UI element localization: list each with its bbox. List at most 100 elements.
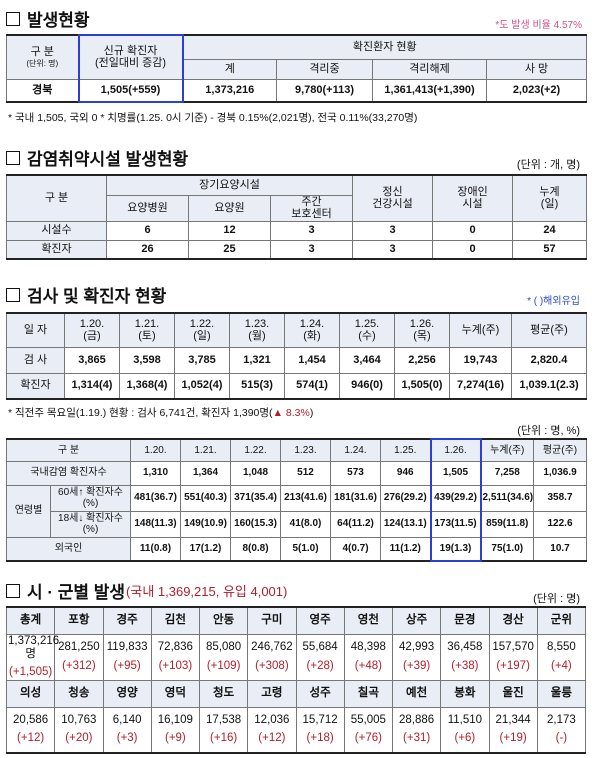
header-cell: 격리해제 xyxy=(372,58,487,80)
data-cell: 8(0.8) xyxy=(230,536,281,562)
region-change: (+39) xyxy=(403,659,431,672)
data-cell: 5(1.0) xyxy=(280,536,331,562)
header-cell: 1.24. xyxy=(330,438,381,462)
region-count: 48,398 xyxy=(350,641,386,654)
data-cell: 574(1) xyxy=(284,372,340,400)
header-cell: 누계(주) xyxy=(480,438,534,462)
region-count: 2,173 xyxy=(546,714,576,727)
data-cell: 9,780(+113) xyxy=(276,78,373,103)
region-name: 경산 xyxy=(488,606,538,635)
region-cell: 85,080 (+109) xyxy=(198,633,249,681)
region-cell: 72,836 (+103) xyxy=(150,633,201,681)
region-name: 포항 xyxy=(54,606,104,635)
region-name: 성주 xyxy=(295,679,345,708)
header-cell: 1.21. (토) xyxy=(119,312,175,348)
region-cell: 2,173 (-) xyxy=(536,706,587,754)
heading-box xyxy=(6,287,20,302)
region-name: 군위 xyxy=(536,606,587,635)
data-cell: 1,052(4) xyxy=(174,372,230,400)
data-cell: 0 xyxy=(432,220,514,241)
region-name: 청도 xyxy=(198,679,249,708)
region-cell: 55,684 (+28) xyxy=(295,633,345,681)
row-label: 외국인 xyxy=(6,536,131,562)
region-change: (+38) xyxy=(451,659,479,672)
data-cell: 149(10.9) xyxy=(180,510,231,538)
header-cell: 1.22. (일) xyxy=(174,312,230,348)
header-cell: 1.20. (금) xyxy=(64,312,120,348)
section-heading: 검사 및 확진자 현황 xyxy=(6,282,166,307)
region-change: (+18) xyxy=(306,732,334,745)
data-cell: 3 xyxy=(352,239,434,260)
header-cell: 요양원 xyxy=(188,194,271,222)
data-cell: 2,820.4 xyxy=(511,346,587,374)
data-cell: 1,314(4) xyxy=(64,372,120,400)
region-name: 김천 xyxy=(150,606,201,635)
region-cell: 11,510 (+6) xyxy=(440,706,490,754)
header-cell: 1.23. xyxy=(280,438,331,462)
region-change: (+197) xyxy=(496,659,530,672)
data-cell: 19,743 xyxy=(449,346,512,374)
region-change: (+31) xyxy=(403,732,431,745)
region-change: (+12) xyxy=(258,732,286,745)
region-change: (+20) xyxy=(65,732,93,745)
data-cell: 1,454 xyxy=(284,346,340,374)
region-name: 상주 xyxy=(391,606,442,635)
data-cell: 64(11.2) xyxy=(330,510,381,538)
header-cell: 장기요양시설 xyxy=(105,174,354,196)
region-change: (+12) xyxy=(17,732,45,745)
region-name: 예천 xyxy=(391,679,442,708)
heading-box xyxy=(6,583,20,598)
data-cell: 11(1.2) xyxy=(380,536,431,562)
data-cell: 10.7 xyxy=(533,536,587,562)
row-group-label: 연령별 xyxy=(6,484,51,538)
unit-note: (단위 : 개, 명) xyxy=(516,159,580,171)
region-cell: 10,763 (+20) xyxy=(54,706,104,754)
data-cell: 1,361,413(+1,390) xyxy=(372,78,487,103)
data-cell: 3 xyxy=(269,239,354,260)
table-row: 확진자 26 25 3 3 0 57 xyxy=(6,239,588,260)
unit-note: (단위 : 명) xyxy=(533,593,580,605)
data-cell: 3 xyxy=(352,220,434,241)
data-cell: 1,048 xyxy=(230,460,281,486)
region-cell: 15,712 (+18) xyxy=(295,706,345,754)
data-cell: 1,310 xyxy=(130,460,181,486)
region-cell: 28,886 (+31) xyxy=(391,706,442,754)
data-cell: 3,598 xyxy=(119,346,175,374)
region-change: (+103) xyxy=(158,659,193,672)
region-name: 영주 xyxy=(295,606,345,635)
region-name: 총계 xyxy=(5,606,56,635)
data-cell: 512 xyxy=(280,460,331,486)
region-change: (+4) xyxy=(550,659,572,672)
header-cell: 사 망 xyxy=(485,58,588,80)
region-count: 119,833 xyxy=(106,641,148,654)
table-row: 의성 청송 영양 영덕 청도 고령 성주 칠곡 예천 봉화 울진 울릉 xyxy=(5,679,587,708)
region-count: 16,109 xyxy=(157,714,193,727)
region-count: 17,538 xyxy=(206,714,242,727)
footnote: * 직전주 목요일(1.19.) 현황 : 검사 6,741건, 확진자 1,3… xyxy=(8,405,313,420)
region-change: (+28) xyxy=(306,659,334,672)
data-cell: 12 xyxy=(188,220,271,241)
data-cell: 371(35.4) xyxy=(230,484,281,512)
data-cell: 358.7 xyxy=(533,484,587,512)
row-label: 확진자 xyxy=(6,372,65,400)
data-cell: 124(13.1) xyxy=(380,510,431,538)
footnote-change: ▲ 8.3% xyxy=(272,407,310,419)
region-change: (+308) xyxy=(255,659,289,672)
data-cell: 946 xyxy=(380,460,431,486)
header-cell: 구 분 (단위: 명) xyxy=(6,34,79,80)
header-cell: 평균(주) xyxy=(533,438,587,462)
region-name: 의성 xyxy=(5,679,56,708)
data-cell: 25 xyxy=(188,239,271,260)
region-cell: 36,458 (+38) xyxy=(440,633,490,681)
row-label: 확진자 xyxy=(6,239,107,260)
table-row: 구 분 1.20. 1.21. 1.22. 1.23. 1.24. 1.25. 1.26. 누계… xyxy=(6,438,587,462)
region-cell: 1,373,216명 (+1,505) xyxy=(5,633,59,681)
table-row: 확진자 1,314(4) 1,368(4) 1,052(4) 515(3) 574(1) 9… xyxy=(6,372,587,400)
table-row: 20,586 (+12) 10,763 (+20) 6,140 (+3) 16,109 (+9… xyxy=(5,706,587,754)
data-cell: 1,505(0) xyxy=(394,372,450,400)
note: * ( )해외유입 xyxy=(527,296,580,307)
region-name: 영천 xyxy=(343,606,394,635)
header-text: 구 분 xyxy=(30,46,54,59)
